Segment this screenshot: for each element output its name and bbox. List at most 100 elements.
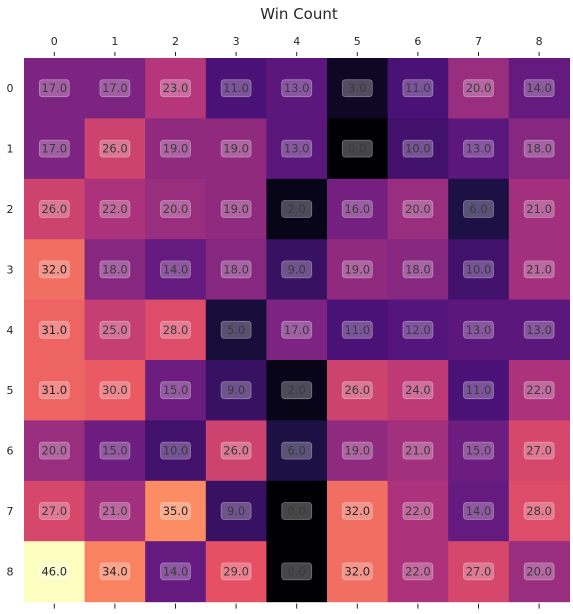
cell-value-label: 6.0 <box>288 444 306 458</box>
cell-label-box <box>220 79 252 98</box>
heatmap-cell <box>24 480 86 542</box>
cell-value-label: 10.0 <box>405 142 431 156</box>
heatmap-cell <box>24 178 86 240</box>
x-tick-label: 4 <box>293 35 300 48</box>
cell-label-box <box>38 320 70 339</box>
y-tick-label: 3 <box>7 263 14 276</box>
cell-value-label: 26.0 <box>41 202 67 216</box>
cell-value-label: 18.0 <box>526 142 552 156</box>
cell-label-box <box>402 381 434 400</box>
cell-label-box <box>220 139 252 158</box>
cell-label-box <box>281 502 313 520</box>
heatmap-cell <box>205 118 267 180</box>
cell-value-label: 15.0 <box>102 444 128 458</box>
cell-value-label: 14.0 <box>526 81 552 95</box>
cell-value-label: 9.0 <box>227 383 245 397</box>
heatmap-cell <box>448 360 510 421</box>
cell-value-label: 14.0 <box>163 564 189 578</box>
cell-value-label: 22.0 <box>526 383 552 397</box>
cell-label-box <box>402 320 434 339</box>
cell-label-box <box>523 441 555 460</box>
cell-value-label: 22.0 <box>405 504 431 518</box>
cell-value-labels: 17.0 17.0 23.0 11.0 13.0 3.0 11.0 20.0 14.0 17.0 2… <box>38 79 555 581</box>
cell-value-label: 28.0 <box>163 323 189 337</box>
heatmap-cell <box>24 360 86 421</box>
y-tick-label: 7 <box>7 505 14 518</box>
heatmap-cell <box>387 58 449 119</box>
cell-value-label: 6.0 <box>469 202 487 216</box>
cell-label-box <box>38 502 70 520</box>
heatmap-cell <box>84 541 146 603</box>
cell-label-box <box>281 139 313 158</box>
cell-label-box <box>523 381 555 400</box>
x-tick-label: 3 <box>233 35 240 48</box>
cell-label-box <box>99 139 131 158</box>
heatmap-cell <box>205 480 267 542</box>
heatmap-cell <box>84 178 146 240</box>
cell-value-label: 25.0 <box>102 323 128 337</box>
heatmap-cell <box>448 118 510 180</box>
cell-label-box <box>220 381 252 400</box>
heatmap-cell <box>145 420 207 482</box>
cell-label-box <box>402 79 434 98</box>
cell-label-box <box>523 562 555 581</box>
cell-value-label: 27.0 <box>466 564 492 578</box>
heatmap-cell <box>448 58 510 119</box>
cell-value-label: 2.0 <box>288 202 306 216</box>
cell-value-label: 35.0 <box>163 504 189 518</box>
cell-value-label: 14.0 <box>466 504 492 518</box>
cell-label-box <box>402 260 434 279</box>
cell-value-label: 16.0 <box>344 202 370 216</box>
cell-value-label: 32.0 <box>344 504 370 518</box>
cell-value-label: 26.0 <box>223 444 249 458</box>
cell-value-label: 0.0 <box>348 142 366 156</box>
heatmap-cell <box>205 299 267 361</box>
cell-label-box <box>99 441 131 460</box>
cell-label-box <box>281 79 313 98</box>
cell-label-box <box>523 502 555 520</box>
y-tick-label: 6 <box>7 445 14 458</box>
cell-label-box <box>402 441 434 460</box>
cell-value-label: 13.0 <box>466 142 492 156</box>
x-tick-label: 2 <box>172 35 179 48</box>
heatmap-cell <box>387 360 449 421</box>
heatmap-cell <box>84 360 146 421</box>
cell-value-label: 10.0 <box>466 262 492 276</box>
cell-value-label: 15.0 <box>466 444 492 458</box>
cell-label-box <box>160 320 191 339</box>
cell-value-label: 0.0 <box>288 504 306 518</box>
cell-value-label: 21.0 <box>526 262 552 276</box>
cell-label-box <box>220 502 252 520</box>
cell-value-label: 19.0 <box>344 262 370 276</box>
heatmap-cell <box>145 178 207 240</box>
heatmap-cell <box>327 58 389 119</box>
heatmap-cell <box>24 118 86 180</box>
x-tick-label: 6 <box>414 35 421 48</box>
chart-title: Win Count <box>260 5 338 23</box>
cell-value-label: 13.0 <box>284 81 310 95</box>
cell-value-label: 21.0 <box>526 202 552 216</box>
cell-value-label: 13.0 <box>526 323 552 337</box>
cell-value-label: 28.0 <box>526 504 552 518</box>
cell-label-box <box>341 381 373 400</box>
heatmap-cell <box>145 239 207 301</box>
heatmap-cell <box>24 299 86 361</box>
heatmap-cell <box>266 360 328 421</box>
cell-label-box <box>160 502 191 520</box>
heatmap-cell <box>327 480 389 542</box>
cell-value-label: 30.0 <box>102 383 128 397</box>
heatmap-cell <box>448 239 510 301</box>
heatmap-cell <box>327 541 389 603</box>
cell-value-label: 18.0 <box>102 262 128 276</box>
heatmap-cell <box>508 480 570 542</box>
heatmap-cell <box>327 178 389 240</box>
heatmap-cell <box>145 480 207 542</box>
cell-value-label: 11.0 <box>405 81 431 95</box>
cell-label-box <box>463 381 494 400</box>
heatmap-cell <box>448 178 510 240</box>
cell-label-box <box>220 320 252 339</box>
cell-value-label: 32.0 <box>344 564 370 578</box>
cell-value-label: 19.0 <box>223 142 249 156</box>
cell-value-label: 24.0 <box>405 383 431 397</box>
cell-value-label: 17.0 <box>41 142 67 156</box>
